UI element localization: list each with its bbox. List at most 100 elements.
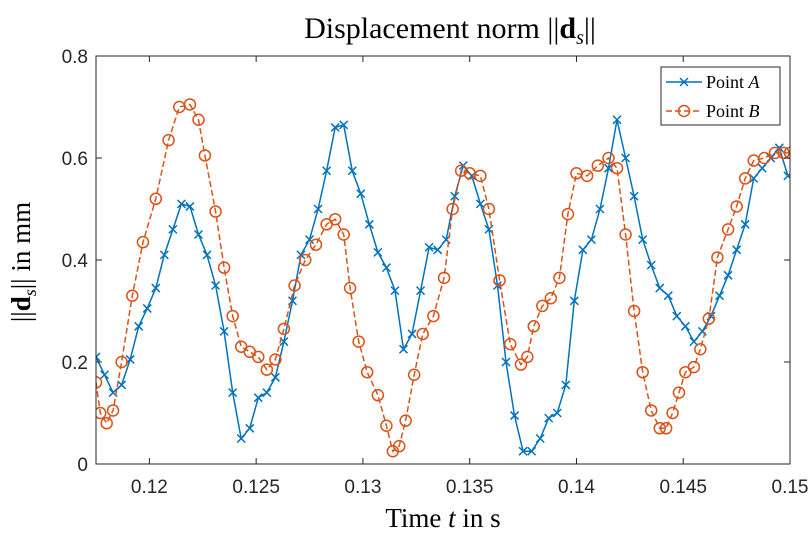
series-point-a <box>96 115 790 456</box>
data-point <box>183 98 197 111</box>
data-point <box>446 202 459 216</box>
data-point <box>672 311 682 321</box>
data-point <box>766 153 776 163</box>
data-point <box>328 212 342 226</box>
data-point <box>702 312 716 325</box>
data-point <box>126 289 139 302</box>
data-point <box>569 296 579 306</box>
data-point <box>602 151 615 165</box>
data-point <box>407 368 421 381</box>
data-point <box>570 167 583 180</box>
data-point <box>209 205 222 218</box>
data-point <box>715 291 725 301</box>
data-point <box>504 337 517 351</box>
data-point <box>553 271 566 285</box>
x-tick-label: 0.13 <box>344 477 381 498</box>
x-tick-label: 0.145 <box>659 477 707 498</box>
data-point <box>115 355 128 369</box>
data-point <box>322 166 332 176</box>
data-point <box>100 370 110 380</box>
data-point <box>416 327 429 341</box>
data-point <box>173 100 186 114</box>
data-point <box>106 404 120 417</box>
y-axis-title: ||ds|| in mm <box>6 202 40 322</box>
data-point <box>352 335 365 348</box>
data-point <box>527 320 541 333</box>
data-point <box>117 380 127 390</box>
data-point <box>518 446 528 456</box>
data-point <box>343 281 357 295</box>
data-point <box>510 411 520 421</box>
x-tick-label: 0.125 <box>232 477 280 498</box>
legend-label: Point B <box>706 101 760 121</box>
data-point <box>672 386 686 399</box>
data-point <box>313 204 323 214</box>
data-point <box>437 271 451 285</box>
series-layer <box>96 98 790 458</box>
data-point <box>381 263 391 273</box>
x-tick-label: 0.14 <box>558 477 595 498</box>
data-point <box>277 322 291 336</box>
data-point <box>595 204 605 214</box>
data-point <box>450 191 460 201</box>
data-point <box>536 299 549 313</box>
y-tick-label: 0 <box>77 455 88 476</box>
data-point <box>659 422 673 435</box>
data-point <box>711 251 724 264</box>
data-point <box>96 376 103 389</box>
data-point <box>757 163 767 173</box>
data-point <box>740 219 750 229</box>
data-point <box>680 321 690 331</box>
data-point <box>730 200 743 213</box>
series-line <box>96 119 789 453</box>
data-point <box>758 151 771 165</box>
data-point <box>578 245 588 255</box>
data-point <box>253 393 263 403</box>
data-point <box>687 360 701 374</box>
axes-layer: 0.12 0.125 0.13 0.135 0.14 0.145 0.15 0 0.2 0.4 0.… <box>62 47 809 498</box>
legend-label: Point A <box>706 72 761 92</box>
data-point <box>721 223 735 236</box>
data-point <box>339 120 349 130</box>
y-tick-label: 0.4 <box>62 251 89 272</box>
data-point <box>136 235 150 249</box>
data-point <box>474 169 487 183</box>
y-tick-label: 0.2 <box>62 353 88 374</box>
data-point <box>260 363 274 376</box>
series-point-b <box>96 98 790 458</box>
data-point <box>621 153 631 163</box>
data-point <box>288 279 301 292</box>
data-point <box>228 388 238 398</box>
data-point <box>185 201 195 211</box>
data-point <box>337 228 350 241</box>
legend: Point A Point B <box>660 66 781 126</box>
data-point <box>236 433 246 444</box>
legend-marker <box>679 77 689 87</box>
data-point <box>561 207 575 221</box>
data-point <box>433 245 443 255</box>
data-point <box>202 250 212 260</box>
data-point <box>454 164 468 177</box>
data-point <box>646 260 656 270</box>
data-point <box>360 365 374 379</box>
data-point <box>356 189 366 199</box>
data-point <box>561 380 571 390</box>
data-point <box>544 292 558 305</box>
series-line <box>96 103 790 453</box>
data-point <box>493 274 506 287</box>
data-point <box>591 159 605 172</box>
data-point <box>777 146 790 160</box>
data-point <box>694 343 707 356</box>
legend-marker <box>677 104 691 118</box>
data-point <box>774 143 784 153</box>
legend-entry: Point A <box>666 72 761 92</box>
data-point <box>198 149 212 162</box>
data-point <box>636 365 649 379</box>
data-point <box>399 414 412 427</box>
data-point <box>100 416 113 430</box>
chart-title: Displacement norm ||ds|| <box>304 12 596 49</box>
data-point <box>644 404 658 417</box>
data-point <box>655 283 665 293</box>
data-point <box>407 329 417 339</box>
y-tick-label: 0.8 <box>62 47 88 68</box>
